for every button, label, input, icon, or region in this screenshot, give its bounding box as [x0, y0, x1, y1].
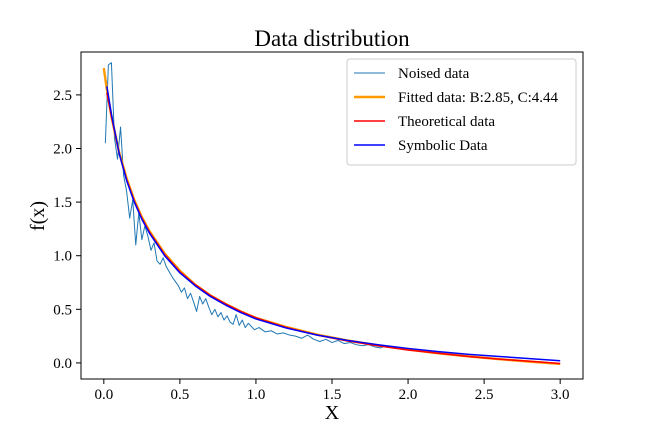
- x-tick-label: 2.5: [475, 387, 494, 403]
- x-tick-label: 0.0: [94, 387, 113, 403]
- legend-label: Fitted data: B:2.85, C:4.44: [398, 90, 558, 106]
- x-tick-label: 1.5: [323, 387, 342, 403]
- x-tick-label: 2.0: [399, 387, 418, 403]
- legend: Noised data Fitted data: B:2.85, C:4.44 Th…: [346, 58, 577, 166]
- y-tick-label: 1.0: [53, 249, 72, 265]
- legend-label: Noised data: [398, 66, 470, 82]
- x-axis: 0.0 0.5 1.0 1.5 2.0 2.5 3.0: [94, 379, 570, 403]
- legend-label: Theoretical data: [398, 114, 495, 130]
- legend-box: [346, 58, 577, 166]
- series-line-noised-data: [104, 62, 386, 349]
- y-tick-label: 2.0: [53, 141, 72, 157]
- y-tick-label: 0.0: [53, 356, 72, 372]
- y-tick-label: 2.5: [53, 88, 72, 104]
- y-tick-label: 1.5: [53, 195, 72, 211]
- x-axis-title: X: [325, 402, 340, 424]
- x-tick-label: 3.0: [551, 387, 570, 403]
- legend-label: Symbolic Data: [398, 138, 488, 154]
- y-tick-label: 0.5: [53, 302, 72, 318]
- x-tick-label: 0.5: [171, 387, 190, 403]
- y-axis-title: f(x): [27, 201, 49, 231]
- y-axis: 0.0 0.5 1.0 1.5 2.0 2.5: [53, 88, 81, 372]
- x-tick-label: 1.0: [247, 387, 266, 403]
- series-line-symbolic-data: [106, 86, 561, 362]
- chart-title: Data distribution: [254, 26, 410, 51]
